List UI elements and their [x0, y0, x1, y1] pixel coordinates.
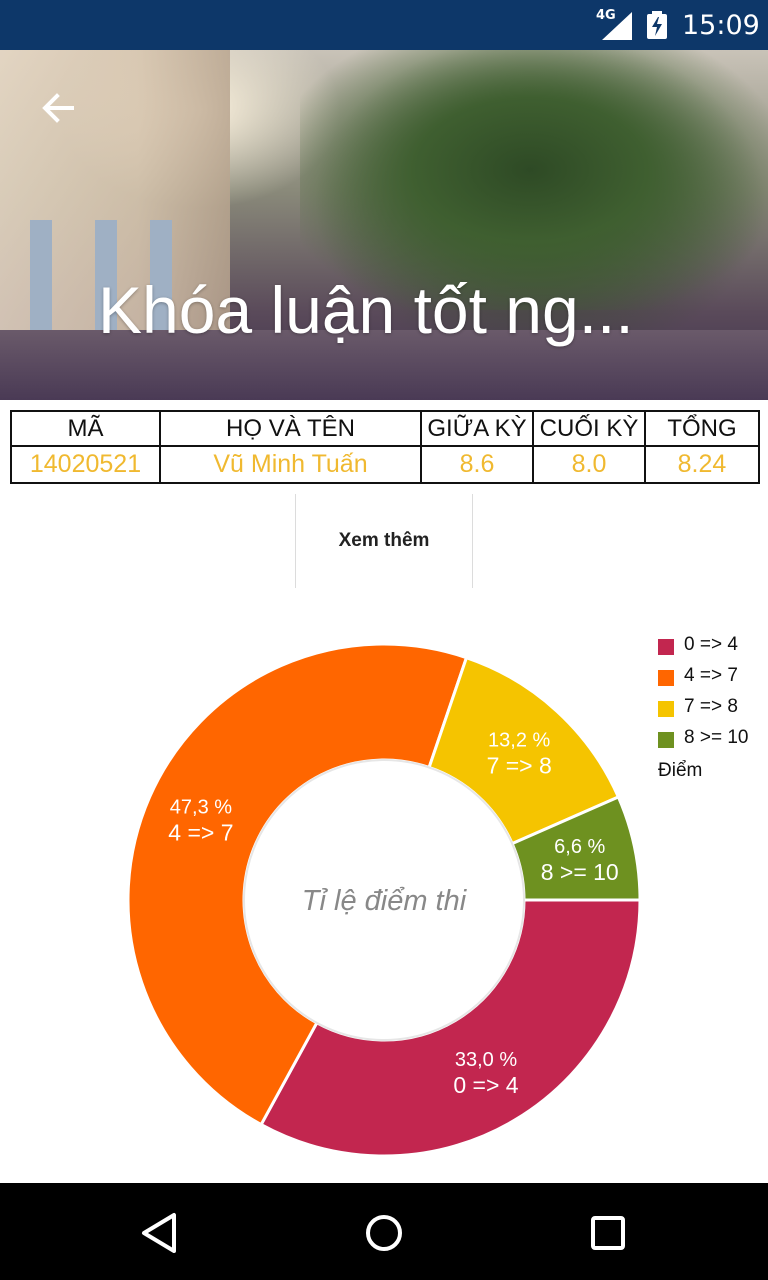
cell-total: 8.24	[644, 445, 760, 484]
header-photo-column	[95, 220, 117, 360]
see-more-button[interactable]: Xem thêm	[295, 494, 473, 588]
header-photo-trees	[300, 50, 768, 310]
header-banner: Khóa luận tốt ng...	[0, 50, 768, 400]
arrow-left-icon[interactable]	[38, 88, 78, 128]
header-photo-column	[30, 220, 52, 360]
header-code: MÃ	[10, 410, 161, 447]
home-circle-icon[interactable]	[358, 1207, 410, 1259]
donut-hole	[243, 759, 525, 1041]
cell-final: 8.0	[532, 445, 646, 484]
cell-code: 14020521	[10, 445, 161, 484]
recents-square-icon[interactable]	[582, 1207, 634, 1259]
header-photo-column	[150, 220, 172, 360]
network-type: 4G	[596, 8, 616, 23]
slice-range-label: 7 => 8	[487, 753, 552, 779]
status-bar: 4G 15:09	[0, 0, 768, 50]
slice-percent-label: 6,6 %	[554, 836, 605, 858]
legend-swatch	[658, 639, 674, 655]
slice-percent-label: 13,2 %	[488, 730, 550, 752]
score-table: MÃ HỌ VÀ TÊN GIỮA KỲ CUỐI KỲ TỔNG 140205…	[10, 410, 760, 484]
system-nav-bar	[0, 1183, 768, 1280]
legend-swatch	[658, 670, 674, 686]
legend-swatch	[658, 732, 674, 748]
legend-label: 0 => 4	[684, 634, 738, 655]
table-row: 14020521 Vũ Minh Tuấn 8.6 8.0 8.24	[10, 445, 760, 484]
header-photo-ground	[0, 330, 768, 400]
header-final: CUỐI KỲ	[532, 410, 646, 447]
legend-label: 8 >= 10	[684, 727, 749, 748]
slice-range-label: 4 => 7	[168, 819, 233, 845]
legend-label: 7 => 8	[684, 696, 738, 717]
legend-swatch	[658, 701, 674, 717]
slice-percent-label: 47,3 %	[170, 796, 232, 818]
battery-charging-icon	[647, 11, 667, 39]
back-triangle-icon[interactable]	[134, 1207, 186, 1259]
header-total: TỔNG	[644, 410, 760, 447]
table-header-row: MÃ HỌ VÀ TÊN GIỮA KỲ CUỐI KỲ TỔNG	[10, 410, 760, 447]
legend-title: Điểm	[658, 760, 703, 781]
score-donut-chart: Tỉ lệ điểm thi 33,0 %0 => 4 47,3 %4 => 7 1…	[126, 642, 642, 1158]
clock: 15:09	[682, 10, 760, 41]
slice-percent-label: 33,0 %	[455, 1049, 517, 1071]
signal-icon	[602, 12, 632, 40]
chart-center-label: Tỉ lệ điểm thi	[302, 885, 468, 917]
legend-label: 4 => 7	[684, 665, 738, 686]
header-midterm: GIỮA KỲ	[420, 410, 534, 447]
header-name: HỌ VÀ TÊN	[159, 410, 422, 447]
cell-name: Vũ Minh Tuấn	[159, 445, 422, 484]
page-title: Khóa luận tốt ng...	[98, 273, 634, 347]
slice-range-label: 8 >= 10	[541, 859, 619, 885]
cell-midterm: 8.6	[420, 445, 534, 484]
slice-range-label: 0 => 4	[453, 1072, 518, 1098]
